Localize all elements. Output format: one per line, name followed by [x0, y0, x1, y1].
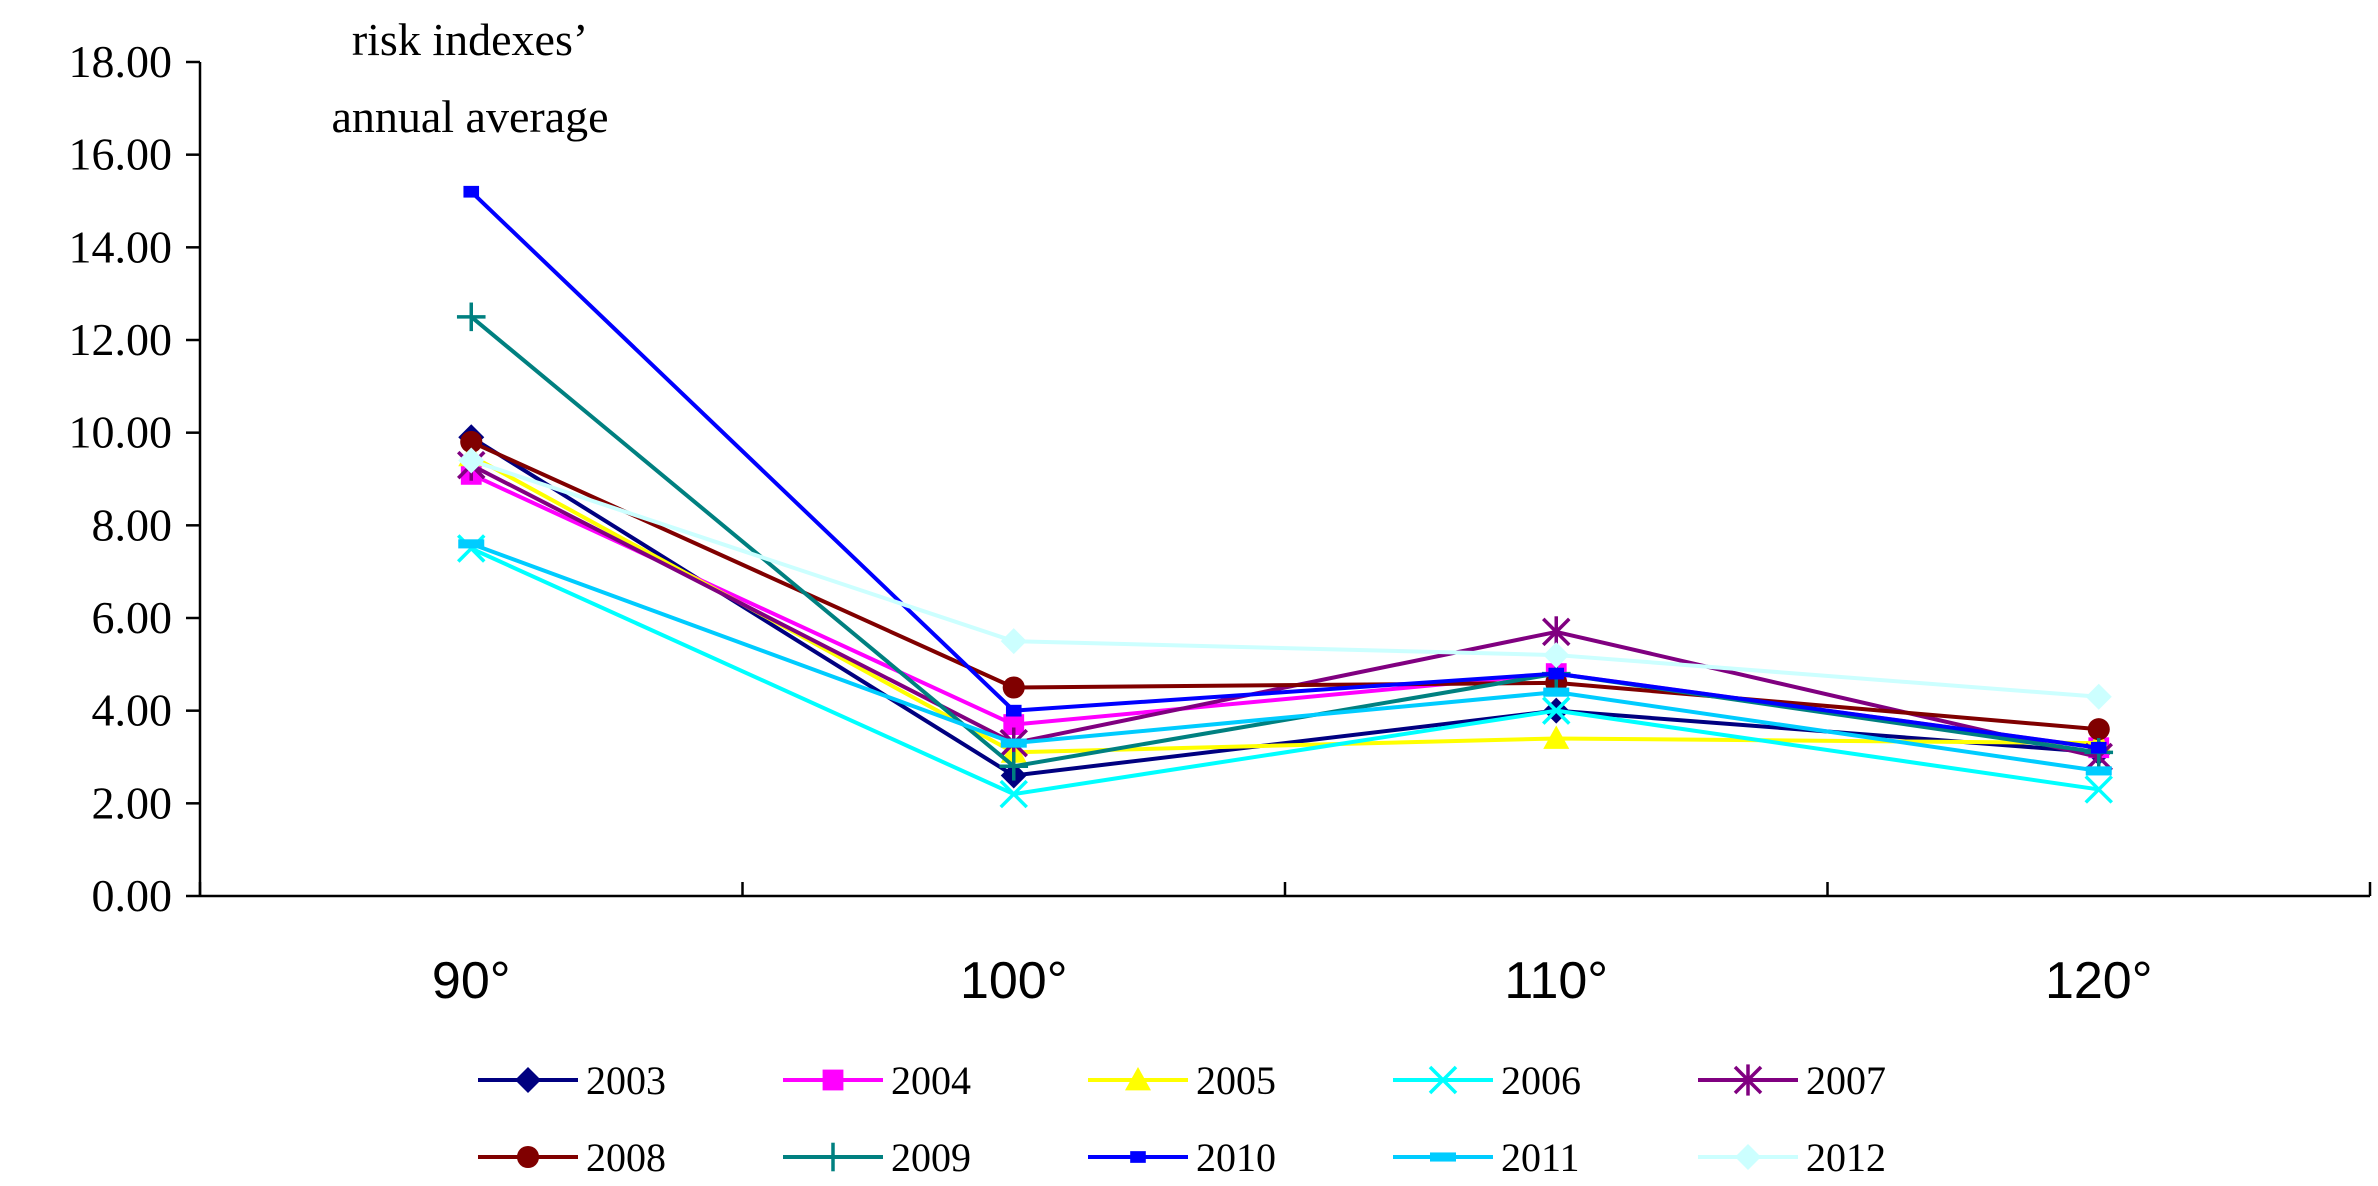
- title-line-2: annual average: [331, 91, 608, 142]
- legend-label: 2005: [1196, 1058, 1276, 1103]
- legend-label: 2010: [1196, 1135, 1276, 1180]
- legend-item-2004: 2004: [783, 1058, 971, 1103]
- legend-label: 2011: [1501, 1135, 1580, 1180]
- x-tick-label: 90°: [432, 952, 511, 1010]
- legend-marker: [818, 1142, 848, 1172]
- x-tick-label: 100°: [960, 952, 1068, 1010]
- series-line-2008: [470, 440, 2099, 732]
- data-point-2012-1: [1000, 628, 1027, 655]
- legend-label: 2003: [586, 1058, 666, 1103]
- data-point-2006-1: [999, 779, 1028, 809]
- legend-label: 2008: [586, 1135, 666, 1180]
- y-tick-label: 14.00: [69, 221, 173, 272]
- legend-label: 2012: [1806, 1135, 1886, 1180]
- data-point-2012-2: [1543, 642, 1570, 669]
- axes: 0.00 2.00 4.00 6.00 8.00 10.00 12.00 14.00 16.00…: [69, 36, 2372, 1010]
- y-tick-label: 0.00: [92, 870, 173, 921]
- series-line-2009: [469, 315, 2100, 769]
- legend-marker: [1430, 1152, 1456, 1162]
- data-point-2011-1: [1000, 738, 1027, 748]
- y-tick-label: 16.00: [69, 129, 173, 180]
- y-tick-label: 2.00: [92, 777, 173, 828]
- data-point-2009-0: [456, 302, 486, 332]
- legend-item-2009: 2009: [783, 1135, 971, 1180]
- data-point-2010-0: [463, 185, 480, 198]
- legend-marker: [1130, 1151, 1146, 1163]
- data-point-2008-0: [460, 430, 483, 453]
- data-point-2010-2: [1548, 667, 1565, 680]
- series-line-2012: [470, 458, 2099, 699]
- series-2011: [458, 539, 2112, 776]
- series-2010: [463, 185, 2107, 754]
- series-line-2011: [470, 541, 2100, 773]
- y-tick-label: 12.00: [69, 314, 173, 365]
- x-tick-label: 110°: [1504, 952, 1608, 1010]
- legend-marker: [515, 1067, 541, 1093]
- x-tick-label: 120°: [2045, 952, 2153, 1010]
- series-line-2007: [470, 463, 2100, 759]
- series-layer: [456, 185, 2114, 809]
- data-point-2008-3: [2087, 718, 2110, 741]
- data-point-2011-0: [458, 539, 485, 549]
- legend-item-2007: 2007: [1698, 1058, 1886, 1103]
- data-point-2010-3: [2090, 741, 2107, 754]
- title-line-1: risk indexes’: [352, 14, 588, 65]
- series-2007: [457, 449, 2113, 773]
- series-line-2010: [469, 190, 2100, 750]
- legend-label: 2007: [1806, 1058, 1886, 1103]
- y-tick-label: 6.00: [92, 592, 173, 643]
- data-point-2012-3: [2085, 683, 2112, 710]
- series-2012: [458, 447, 2112, 710]
- legend-item-2005: 2005: [1088, 1058, 1276, 1103]
- legend-item-2003: 2003: [478, 1058, 666, 1103]
- data-point-2012-0: [458, 447, 485, 474]
- legend-marker: [1735, 1144, 1761, 1170]
- data-point-2006-2: [1542, 696, 1571, 725]
- legend-item-2010: 2010: [1088, 1135, 1276, 1180]
- y-tick-label: 18.00: [69, 36, 173, 87]
- series-line-2003: [470, 435, 2099, 778]
- data-point-2010-1: [1005, 704, 1022, 717]
- legend-label: 2004: [891, 1058, 971, 1103]
- data-point-2011-2: [1543, 687, 1570, 697]
- legend-label: 2006: [1501, 1058, 1581, 1103]
- legend-marker: [516, 1145, 540, 1169]
- legend: 2003 2004 2005 2006 2007 2008 2009 2010 2011 2012: [478, 1058, 1886, 1180]
- series-line-2006: [470, 546, 2100, 797]
- y-tick-label: 10.00: [69, 407, 173, 458]
- legend-marker: [1428, 1065, 1458, 1095]
- legend-marker: [822, 1069, 844, 1091]
- data-point-2008-1: [1002, 676, 1025, 699]
- legend-item-2006: 2006: [1393, 1058, 1581, 1103]
- data-point-2004-1: [1003, 714, 1025, 735]
- legend-item-2011: 2011: [1393, 1135, 1580, 1180]
- chart-title: risk indexes’ annual average: [331, 14, 608, 142]
- data-point-2005-2: [1543, 725, 1570, 749]
- legend-marker: [1125, 1067, 1151, 1091]
- legend-label: 2009: [891, 1135, 971, 1180]
- series-2006: [457, 534, 2113, 809]
- legend-marker: [1733, 1064, 1763, 1096]
- legend-item-2008: 2008: [478, 1135, 666, 1180]
- series-2003: [458, 424, 2112, 789]
- data-point-2009-1: [999, 751, 1029, 781]
- y-tick-label: 8.00: [92, 499, 173, 550]
- y-tick-label: 4.00: [92, 685, 173, 736]
- data-point-2011-3: [2085, 766, 2112, 776]
- data-point-2006-3: [2084, 775, 2113, 804]
- legend-item-2012: 2012: [1698, 1135, 1886, 1180]
